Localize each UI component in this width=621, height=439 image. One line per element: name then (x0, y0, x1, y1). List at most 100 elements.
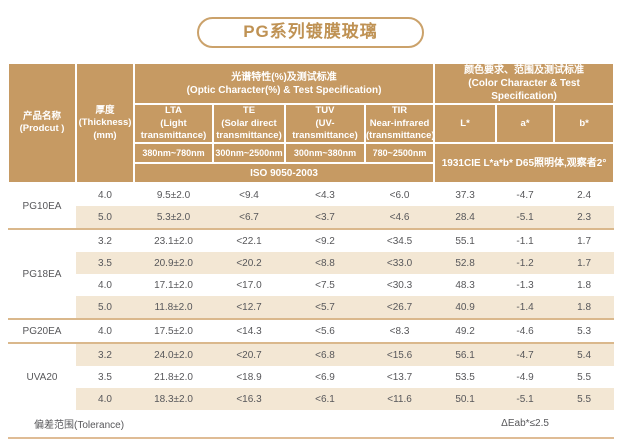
value-cell-l: 56.1 (434, 342, 497, 367)
value-cell-tir: <8.3 (365, 318, 435, 344)
table-row: PG18EA 3.2 23.1±2.0 <22.1 <9.2 <34.5 55.1 -1.1 1… (8, 228, 615, 320)
value-cell-a: -1.1 (496, 228, 555, 253)
value-cell-b: 1.7 (554, 252, 615, 275)
spec-table: 产品名称 (Prodcut ) 厚度 (Thickness) (mm) 光谱特性… (7, 62, 616, 439)
value-cell-a: -1.4 (496, 296, 555, 320)
value-cell-b: 2.3 (554, 206, 615, 230)
value-cell-l: 28.4 (434, 206, 497, 230)
header-thickness: 厚度 (Thickness) (mm) (75, 62, 135, 185)
value-cell-te: <14.3 (213, 318, 285, 344)
optic-standard-cell: ISO 9050-2003 (132, 162, 436, 185)
page-title: PG系列镀膜玻璃 (197, 17, 424, 49)
table-row: 3.5 20.9±2.0 <20.2 <8.8 <33.0 52.8 -1.2 1.7 (8, 252, 615, 275)
value-cell-l: 48.3 (434, 274, 497, 297)
value-cell-l: 53.5 (434, 366, 497, 389)
range-te: 300nm~2500nm (212, 142, 286, 165)
range-tuv: 300nm~380nm (284, 142, 366, 165)
value-cell-a: -4.6 (496, 318, 555, 344)
header-col-te: TE (Solar direct transmittance) (212, 103, 286, 145)
header-color-section: 颜色要求、范围及测试标准 (Color Character & Test Spe… (433, 62, 616, 106)
value-cell-l: 55.1 (434, 228, 497, 253)
value-cell-thickness: 5.0 (76, 296, 134, 320)
value-cell-l: 49.2 (434, 318, 497, 344)
value-cell-lta: 17.5±2.0 (134, 318, 213, 344)
value-cell-tuv: <6.1 (285, 388, 365, 411)
value-cell-thickness: 3.2 (76, 228, 134, 253)
table-footer: 偏差范围(Tolerance) ΔEab*≤2.5 (8, 410, 615, 439)
value-cell-l: 37.3 (434, 183, 497, 207)
value-cell-b: 1.8 (554, 274, 615, 297)
table-row: 4.0 18.3±2.0 <16.3 <6.1 <11.6 50.1 -5.1 5.5 (8, 388, 615, 411)
header-col-tir: TIR Near-infrared (transmittance) (363, 103, 436, 145)
tolerance-label: 偏差范围(Tolerance) (8, 410, 497, 439)
product-name-cell: UVA20 (8, 342, 76, 411)
value-cell-b: 1.8 (554, 296, 615, 320)
value-cell-a: -1.3 (496, 274, 555, 297)
table-row: PG20EA 4.0 17.5±2.0 <14.3 <5.6 <8.3 49.2 -4.6 5.… (8, 318, 615, 344)
header-optic-section: 光谱特性(%)及测试标准 (Optic Character(%) & Test … (132, 62, 436, 106)
value-cell-thickness: 3.5 (76, 366, 134, 389)
table-row: PG10EA 4.0 9.5±2.0 <9.4 <4.3 <6.0 37.3 -4.7 2.4 (8, 183, 615, 230)
product-name-cell: PG18EA (8, 228, 76, 320)
value-cell-lta: 5.3±2.0 (134, 206, 213, 230)
value-cell-tir: <11.6 (365, 388, 435, 411)
value-cell-thickness: 4.0 (76, 274, 134, 297)
table-row: 3.5 21.8±2.0 <18.9 <6.9 <13.7 53.5 -4.9 5.5 (8, 366, 615, 389)
value-cell-tir: <26.7 (365, 296, 435, 320)
value-cell-b: 5.5 (554, 388, 615, 411)
value-cell-lta: 17.1±2.0 (134, 274, 213, 297)
value-cell-b: 5.3 (554, 318, 615, 344)
header-product: 产品名称 (Prodcut ) (7, 62, 77, 185)
value-cell-a: -4.7 (496, 342, 555, 367)
value-cell-te: <22.1 (213, 228, 285, 253)
value-cell-tuv: <9.2 (285, 228, 365, 253)
value-cell-a: -1.2 (496, 252, 555, 275)
value-cell-thickness: 4.0 (76, 183, 134, 207)
value-cell-b: 5.5 (554, 366, 615, 389)
product-name-cell: PG20EA (8, 318, 76, 344)
value-cell-te: <17.0 (213, 274, 285, 297)
value-cell-tuv: <3.7 (285, 206, 365, 230)
value-cell-te: <20.7 (213, 342, 285, 367)
header-col-lta: LTA (Light transmittance) (133, 103, 214, 145)
table-row: 5.0 11.8±2.0 <12.7 <5.7 <26.7 40.9 -1.4 1.8 (8, 296, 615, 320)
value-cell-lta: 11.8±2.0 (134, 296, 213, 320)
tolerance-row: 偏差范围(Tolerance) ΔEab*≤2.5 (8, 410, 615, 439)
value-cell-lta: 9.5±2.0 (134, 183, 213, 207)
value-cell-tuv: <8.8 (285, 252, 365, 275)
table-row: 5.0 5.3±2.0 <6.7 <3.7 <4.6 28.4 -5.1 2.3 (8, 206, 615, 230)
value-cell-b: 1.7 (554, 228, 615, 253)
value-cell-thickness: 3.2 (76, 342, 134, 367)
value-cell-te: <6.7 (213, 206, 285, 230)
value-cell-te: <16.3 (213, 388, 285, 411)
value-cell-tir: <33.0 (365, 252, 435, 275)
value-cell-b: 2.4 (554, 183, 615, 207)
value-cell-tir: <34.5 (365, 228, 435, 253)
value-cell-thickness: 4.0 (76, 388, 134, 411)
value-cell-te: <20.2 (213, 252, 285, 275)
value-cell-a: -5.1 (496, 388, 555, 411)
header-col-b-star: b* (553, 103, 616, 145)
value-cell-l: 52.8 (434, 252, 497, 275)
value-cell-tir: <4.6 (365, 206, 435, 230)
value-cell-lta: 20.9±2.0 (134, 252, 213, 275)
value-cell-a: -5.1 (496, 206, 555, 230)
value-cell-a: -4.7 (496, 183, 555, 207)
value-cell-lta: 18.3±2.0 (134, 388, 213, 411)
value-cell-tuv: <5.6 (285, 318, 365, 344)
header-col-l-star: L* (433, 103, 498, 145)
value-cell-te: <18.9 (213, 366, 285, 389)
product-name-cell: PG10EA (8, 183, 76, 230)
table-row: 4.0 17.1±2.0 <17.0 <7.5 <30.3 48.3 -1.3 1.8 (8, 274, 615, 297)
value-cell-tir: <15.6 (365, 342, 435, 367)
value-cell-tir: <6.0 (365, 183, 435, 207)
range-lta: 380nm~780nm (133, 142, 214, 165)
color-standard-cell: 1931CIE L*a*b* D65照明体,观察者2° (433, 142, 616, 185)
value-cell-tuv: <6.9 (285, 366, 365, 389)
value-cell-b: 5.4 (554, 342, 615, 367)
value-cell-lta: 23.1±2.0 (134, 228, 213, 253)
value-cell-l: 40.9 (434, 296, 497, 320)
header-col-a-star: a* (495, 103, 556, 145)
value-cell-lta: 21.8±2.0 (134, 366, 213, 389)
value-cell-tuv: <6.8 (285, 342, 365, 367)
